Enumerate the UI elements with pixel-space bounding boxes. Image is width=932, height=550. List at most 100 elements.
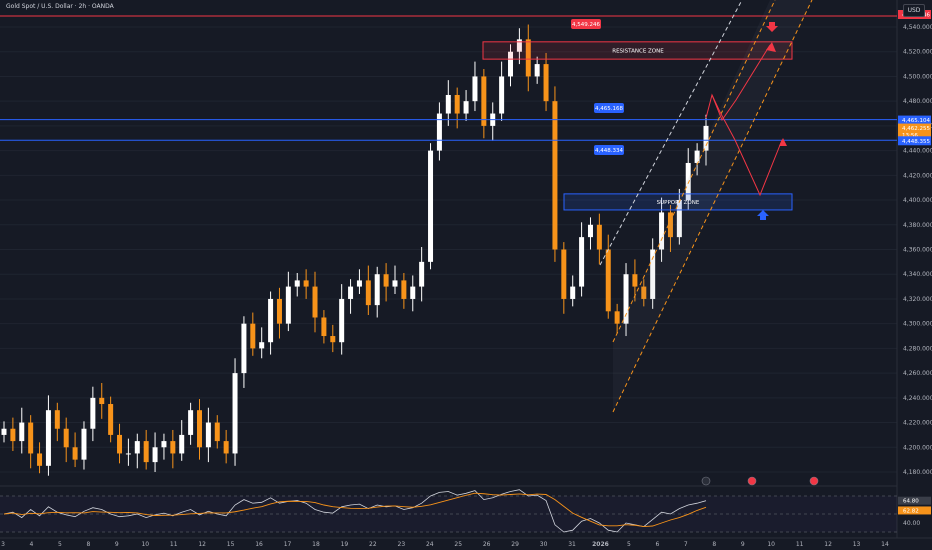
candle-body bbox=[623, 274, 629, 324]
time-tick-label: 18 bbox=[312, 541, 320, 548]
time-tick-label: 8 bbox=[86, 541, 90, 548]
candle-body bbox=[1, 428, 7, 435]
time-tick-label: 6 bbox=[655, 541, 659, 548]
candle-body bbox=[179, 434, 185, 454]
channel-upper-line bbox=[612, 0, 776, 343]
candle-body bbox=[125, 453, 131, 455]
candle-body bbox=[28, 422, 34, 454]
currency-button[interactable]: USD bbox=[903, 4, 925, 17]
time-tick-label: 26 bbox=[483, 541, 491, 548]
candle-body bbox=[401, 280, 407, 299]
candle-body bbox=[374, 274, 380, 306]
candle-body bbox=[525, 39, 531, 77]
time-tick-label: 12 bbox=[198, 541, 206, 548]
candle-body bbox=[223, 441, 229, 454]
candle-body bbox=[90, 397, 96, 429]
lower-level-label-bg bbox=[594, 145, 624, 155]
price-tick-label: 4,340.000 bbox=[903, 271, 932, 278]
candle-body bbox=[259, 342, 265, 349]
price-tick-label: 4,400.000 bbox=[903, 197, 932, 204]
price-tick-label: 4,200.000 bbox=[903, 444, 932, 451]
candle-body bbox=[436, 113, 442, 151]
price-tag-bg bbox=[898, 123, 931, 133]
candle-body bbox=[134, 441, 140, 454]
candle-body bbox=[596, 224, 602, 250]
candle-body bbox=[561, 249, 567, 299]
price-tag-bg bbox=[898, 130, 931, 140]
time-tick-label: 17 bbox=[284, 541, 292, 548]
candle-body bbox=[543, 64, 549, 102]
time-tick-label: 10 bbox=[141, 541, 149, 548]
candle-body bbox=[321, 317, 327, 337]
candle-body bbox=[205, 422, 211, 448]
candle-body bbox=[72, 447, 78, 460]
candle-body bbox=[445, 94, 451, 114]
candle-body bbox=[19, 422, 25, 442]
candle-body bbox=[312, 286, 318, 318]
price-tick-label: 4,360.000 bbox=[903, 247, 932, 254]
price-tick-label: 4,440.000 bbox=[903, 148, 932, 155]
price-tick-label: 4,320.000 bbox=[903, 296, 932, 303]
candle-body bbox=[250, 323, 256, 349]
rsi-line bbox=[3, 489, 707, 533]
time-tick-label: 5 bbox=[627, 541, 631, 548]
price-tick-label: 4,260.000 bbox=[903, 370, 932, 377]
candle-body bbox=[534, 64, 540, 77]
price-tag: 4,462.255 bbox=[902, 126, 930, 132]
candle-body bbox=[143, 441, 149, 463]
resistance-zone-box bbox=[482, 41, 793, 60]
candle-body bbox=[99, 397, 105, 405]
candle-body bbox=[214, 422, 220, 442]
candle-body bbox=[161, 441, 167, 448]
candle-body bbox=[285, 286, 291, 324]
high-price-label-bg bbox=[571, 19, 601, 29]
candle-body bbox=[676, 200, 682, 238]
price-tick-label: 4,500.000 bbox=[903, 73, 932, 80]
projection-path-up bbox=[711, 44, 771, 122]
price-tick-label: 4,380.000 bbox=[903, 222, 932, 229]
candle-body bbox=[356, 280, 362, 287]
candle-body bbox=[232, 373, 238, 454]
time-tick-label: 8 bbox=[712, 541, 716, 548]
candle-body bbox=[196, 410, 202, 448]
time-tick-label: 5 bbox=[58, 541, 62, 548]
candle-body bbox=[614, 311, 620, 324]
rsi-tick-label: 40.00 bbox=[903, 520, 920, 527]
candle-body bbox=[81, 428, 87, 460]
candle-body bbox=[552, 101, 558, 250]
time-tick-label: 24 bbox=[426, 541, 434, 548]
time-tick-label: 9 bbox=[115, 541, 119, 548]
candle-body bbox=[499, 76, 505, 114]
time-tick-label: 29 bbox=[511, 541, 519, 548]
candle-body bbox=[659, 212, 665, 250]
support-up-arrow bbox=[757, 210, 769, 220]
price-tick-label: 4,540.000 bbox=[903, 24, 932, 31]
rsi-tag-bg bbox=[898, 506, 931, 515]
projection-arrow-up bbox=[766, 42, 776, 52]
rsi-tag-bg bbox=[898, 496, 931, 505]
price-tick-label: 4,300.000 bbox=[903, 321, 932, 328]
candle-body bbox=[117, 434, 123, 454]
lower-level-label: 4,448.334 bbox=[595, 148, 623, 154]
time-tick-label: 22 bbox=[369, 541, 377, 548]
candle-body bbox=[10, 428, 16, 442]
high-price-label: 4,549.246 bbox=[572, 22, 600, 28]
candle-body bbox=[685, 162, 691, 201]
time-tick-label: 4 bbox=[30, 541, 34, 548]
price-tag: 4,465.104 bbox=[902, 118, 930, 124]
candle-body bbox=[650, 249, 656, 299]
candle-body bbox=[383, 274, 389, 287]
economic-event-icon bbox=[747, 476, 757, 486]
candle-body bbox=[667, 212, 673, 238]
price-tag-bg bbox=[898, 136, 931, 146]
candle-body bbox=[108, 404, 114, 435]
candle-body bbox=[463, 101, 469, 114]
economic-event-icon bbox=[701, 476, 711, 486]
candle-body bbox=[703, 125, 709, 151]
candle-body bbox=[294, 280, 300, 287]
price-tag: 13:56 bbox=[902, 133, 918, 139]
candle-body bbox=[570, 286, 576, 299]
candle-body bbox=[641, 286, 647, 299]
trend-dashed-line bbox=[599, 0, 743, 266]
